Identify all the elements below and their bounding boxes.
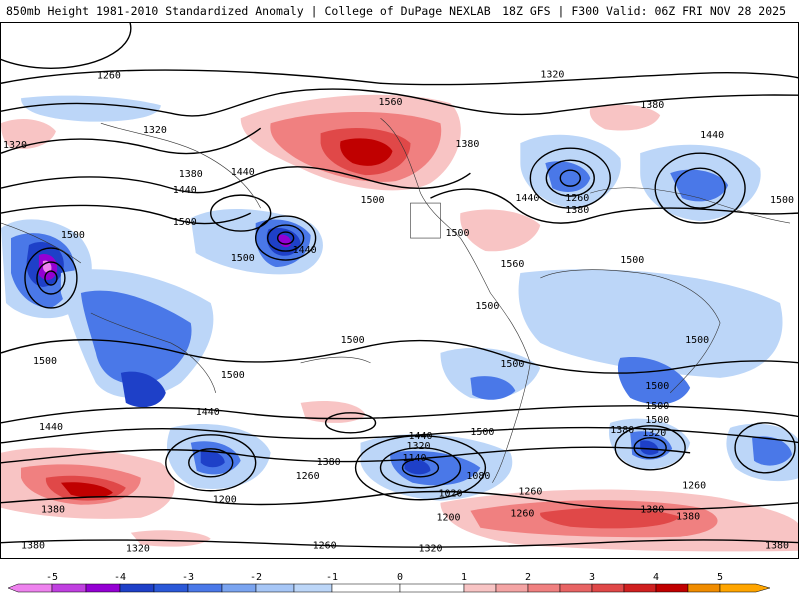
contour-label: 1320 — [3, 140, 27, 151]
colorbar-tick-label: -2 — [250, 572, 262, 583]
contour-labels: 1260 1320 1380 1440 1500 1560 1320 1380 … — [3, 69, 794, 554]
contour-label: 1500 — [221, 370, 245, 381]
contour-label: 1440 — [231, 167, 255, 178]
contour-label: 1260 — [682, 481, 706, 492]
contour-label: 1380 — [610, 425, 634, 436]
contour-label: 1320 — [143, 125, 167, 136]
colorbar: -5 -4 -3 -2 -1 0 1 2 3 4 5 — [0, 566, 800, 600]
contour-label: 1380 — [765, 541, 789, 552]
contour-label: 1500 — [770, 195, 794, 206]
contour-label: 1500 — [470, 427, 494, 438]
contour-label: 1500 — [645, 381, 669, 392]
height-contours — [1, 23, 798, 548]
run-valid-time: 18Z GFS | F300 Valid: 06Z FRI NOV 28 202… — [502, 4, 786, 18]
contour-label: 1380 — [640, 505, 664, 516]
contour-label: 1500 — [620, 255, 644, 266]
contour-label: 1560 — [379, 97, 403, 108]
contour-label: 1140 — [402, 453, 426, 464]
contour-label: 1380 — [455, 139, 479, 150]
contour-label: 1260 — [510, 509, 534, 520]
map-svg: 1260 1320 1380 1440 1500 1560 1320 1380 … — [1, 23, 798, 555]
contour-label: 1500 — [341, 335, 365, 346]
contour-label: 1380 — [179, 169, 203, 180]
colorbar-tick-label: -3 — [182, 572, 194, 583]
contour-label: 1380 — [21, 541, 45, 552]
contour-label: 1500 — [445, 228, 469, 239]
coastlines — [1, 117, 791, 483]
contour-label: 1560 — [500, 259, 524, 270]
contour-label: 1380 — [565, 205, 589, 216]
contour-label: 1440 — [173, 185, 197, 196]
contour-label: 1260 — [565, 193, 589, 204]
contour-label: 1440 — [39, 422, 63, 433]
colorbar-tick-label: 0 — [397, 572, 403, 583]
positive-anomaly-fill — [1, 94, 798, 552]
contour-label: 1020 — [438, 489, 462, 500]
colorbar-ticks: -5 -4 -3 -2 -1 0 1 2 3 4 5 — [46, 572, 723, 583]
contour-label: 1500 — [645, 415, 669, 426]
contour-label: 1500 — [500, 359, 524, 370]
contour-label: 1080 — [466, 471, 490, 482]
colorbar-tick-label: 5 — [717, 572, 723, 583]
colorbar-tick-label: 4 — [653, 572, 659, 583]
contour-label: 1500 — [33, 356, 57, 367]
contour-label: 1320 — [540, 69, 564, 80]
colorbar-tick-label: -1 — [326, 572, 338, 583]
contour-label: 1500 — [61, 230, 85, 241]
colorbar-bands — [7, 583, 771, 593]
contour-label: 1380 — [41, 505, 65, 516]
contour-label: 1440 — [515, 193, 539, 204]
contour-label: 1440 — [293, 245, 317, 256]
contour-label: 1200 — [436, 513, 460, 524]
contour-label: 1500 — [645, 401, 669, 412]
contour-label: 1500 — [475, 301, 499, 312]
colorbar-tick-label: 2 — [525, 572, 531, 583]
contour-label: 1440 — [700, 130, 724, 141]
contour-label: 1380 — [640, 100, 664, 111]
chart-title: 850mb Height 1981-2010 Standardized Anom… — [6, 4, 491, 18]
contour-label: 1500 — [231, 253, 255, 264]
negative-anomaly-fill — [1, 95, 798, 501]
contour-label: 1500 — [173, 217, 197, 228]
anomaly-map: 1260 1320 1380 1440 1500 1560 1320 1380 … — [0, 22, 799, 559]
contour-label: 1260 — [518, 487, 542, 498]
contour-label: 1320 — [642, 428, 666, 439]
contour-label: 1260 — [97, 70, 121, 81]
colorbar-tick-label: -5 — [46, 572, 58, 583]
contour-label: 1200 — [213, 495, 237, 506]
contour-label: 1320 — [406, 441, 430, 452]
contour-label: 1320 — [418, 544, 442, 555]
contour-label: 1260 — [313, 541, 337, 552]
contour-label: 1260 — [296, 471, 320, 482]
contour-label: 1440 — [408, 431, 432, 442]
contour-label: 1380 — [317, 457, 341, 468]
contour-label: 1440 — [196, 407, 220, 418]
colorbar-tick-label: 1 — [461, 572, 467, 583]
contour-label: 1380 — [676, 512, 700, 523]
contour-label: 1320 — [126, 544, 150, 555]
colorbar-tick-label: -4 — [114, 572, 126, 583]
contour-label: 1500 — [361, 195, 385, 206]
colorbar-tick-label: 3 — [589, 572, 595, 583]
contour-label: 1500 — [685, 335, 709, 346]
